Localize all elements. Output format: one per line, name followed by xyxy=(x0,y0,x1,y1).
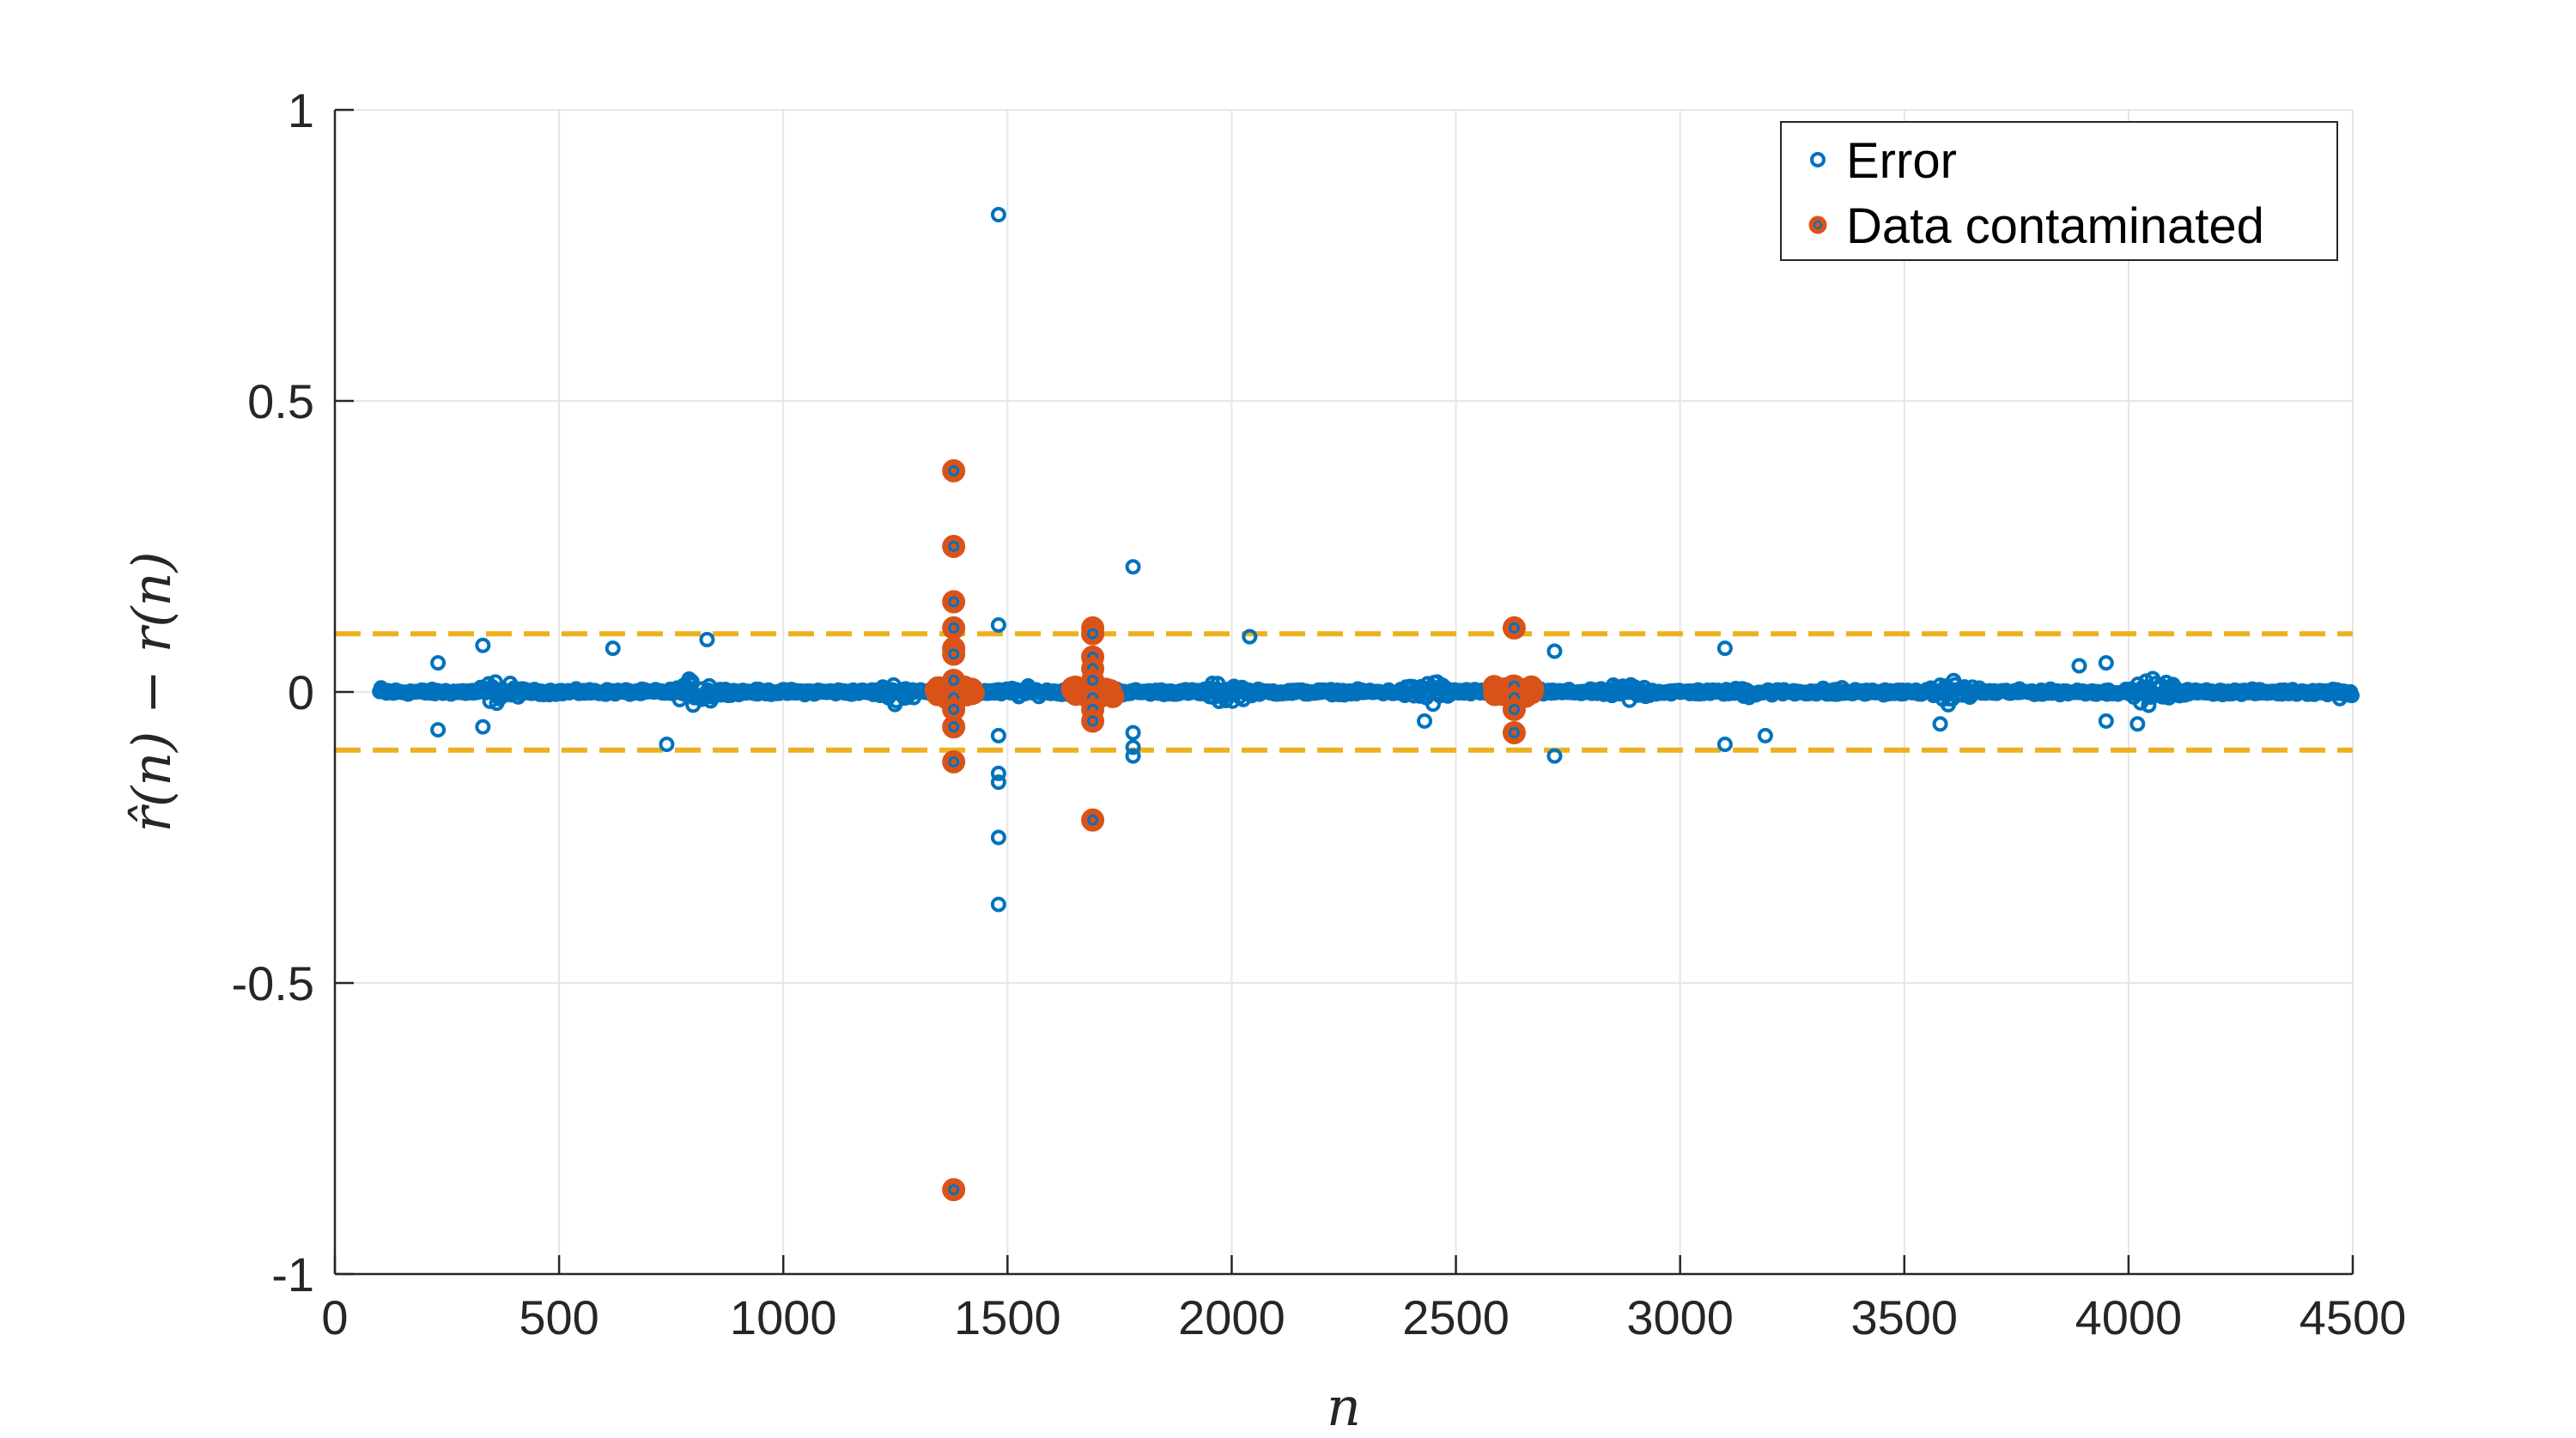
contaminated-point-inner xyxy=(948,674,960,686)
x-tick-label: 3000 xyxy=(1626,1290,1734,1344)
x-tick-label: 1000 xyxy=(730,1290,837,1344)
contaminated-point-inner xyxy=(948,596,960,608)
threshold-lines xyxy=(335,631,2353,753)
error-series xyxy=(372,207,2360,913)
error-outlier-point xyxy=(990,617,1006,634)
error-outlier-point xyxy=(1546,748,1563,764)
contaminated-point xyxy=(942,616,966,640)
error-outlier-point xyxy=(1125,559,1141,575)
contaminated-point-inner xyxy=(948,622,960,634)
legend-contaminated-label: Data contaminated xyxy=(1846,198,2264,254)
y-tick-label: -0.5 xyxy=(232,956,315,1010)
error-outlier-point xyxy=(1242,628,1258,645)
error-outlier-point xyxy=(990,896,1006,913)
contaminated-point xyxy=(942,715,966,739)
contaminated-point-inner xyxy=(1087,715,1099,727)
x-axis-label: n xyxy=(1327,1375,1361,1438)
contaminated-point xyxy=(1081,808,1105,832)
contaminated-point-inner xyxy=(948,541,960,552)
x-tick-label: 500 xyxy=(519,1290,598,1344)
contaminated-point xyxy=(1502,616,1526,640)
tick-labels: 0 500 1000 1500 2000 2500 3000 3500 4000 4500 -1 -0… xyxy=(232,83,2407,1344)
error-outlier-point xyxy=(1125,725,1141,741)
contaminated-point xyxy=(942,535,966,558)
error-outlier-point xyxy=(2098,655,2114,671)
y-tick-label: 0.5 xyxy=(247,374,314,428)
y-tick-label: 1 xyxy=(288,83,314,137)
contaminated-point-inner xyxy=(948,755,960,768)
legend-error-marker xyxy=(1810,152,1826,167)
error-outlier-point xyxy=(2098,713,2114,729)
x-tick-label: 4500 xyxy=(2300,1290,2407,1344)
x-tick-label: 4000 xyxy=(2075,1290,2183,1344)
contaminated-point-inner xyxy=(1087,814,1099,826)
error-outlier-point xyxy=(659,737,675,753)
y-axis-label: r̂(n) − r(n) xyxy=(120,551,183,832)
contaminated-point-inner xyxy=(1508,622,1520,634)
contaminated-point xyxy=(942,1178,966,1202)
error-outlier-point xyxy=(699,631,715,647)
error-outlier-point xyxy=(1757,727,1773,743)
y-tick-label: 0 xyxy=(288,665,314,719)
error-outlier-point xyxy=(990,727,1006,743)
contaminated-point-inner xyxy=(1087,628,1099,640)
contaminated-point-inner xyxy=(948,464,960,476)
error-outlier-point xyxy=(430,722,447,738)
contaminated-point-inner xyxy=(948,648,960,660)
contaminated-point xyxy=(1081,709,1105,733)
error-outlier-point xyxy=(475,637,491,653)
error-point xyxy=(2343,688,2360,704)
contaminated-point xyxy=(942,749,966,774)
contaminated-series xyxy=(924,458,1545,1202)
error-point xyxy=(683,673,700,689)
legend-contaminated-marker-inner xyxy=(1814,221,1822,229)
error-outlier-point xyxy=(2071,658,2087,674)
contaminated-point-inner xyxy=(1508,726,1520,738)
contaminated-point-inner xyxy=(1087,674,1099,686)
contaminated-point-inner xyxy=(948,721,960,733)
contaminated-point xyxy=(942,590,966,614)
error-outlier-point xyxy=(990,774,1006,791)
error-outlier-point xyxy=(1546,643,1563,659)
x-tick-label: 1500 xyxy=(954,1290,1061,1344)
error-outlier-point xyxy=(1125,739,1141,755)
x-tick-label: 2000 xyxy=(1178,1290,1285,1344)
contaminated-point xyxy=(942,642,966,666)
error-outlier-point xyxy=(990,765,1006,781)
contaminated-point xyxy=(942,458,966,482)
error-outlier-point xyxy=(605,640,621,657)
error-outlier-point xyxy=(2129,716,2146,732)
error-outlier-point xyxy=(475,719,491,735)
contaminated-point xyxy=(1502,720,1526,744)
contaminated-point-inner xyxy=(948,703,960,715)
y-tick-label: -1 xyxy=(271,1247,314,1301)
error-outlier-point xyxy=(1417,713,1432,729)
legend-contaminated-marker xyxy=(1808,215,1827,234)
legend-box xyxy=(1780,121,2338,261)
error-outlier-point xyxy=(1716,640,1733,657)
axes xyxy=(333,108,2354,1276)
error-outlier-point xyxy=(1125,748,1141,764)
legend-error-label: Error xyxy=(1846,133,1957,189)
error-outlier-point xyxy=(430,655,447,671)
error-outlier-point xyxy=(1932,716,1948,732)
error-outlier-point xyxy=(1716,737,1733,753)
contaminated-point xyxy=(1502,697,1526,721)
x-tick-label: 2500 xyxy=(1402,1290,1510,1344)
legend: Error Data contaminated xyxy=(1780,121,2338,261)
contaminated-point xyxy=(1081,622,1105,646)
error-outlier-point xyxy=(990,829,1006,846)
error-outlier-point xyxy=(990,207,1006,223)
contaminated-point-inner xyxy=(1508,703,1520,715)
contaminated-point-inner xyxy=(948,1184,960,1196)
x-tick-label: 3500 xyxy=(1850,1290,1958,1344)
x-tick-label: 0 xyxy=(321,1290,348,1344)
